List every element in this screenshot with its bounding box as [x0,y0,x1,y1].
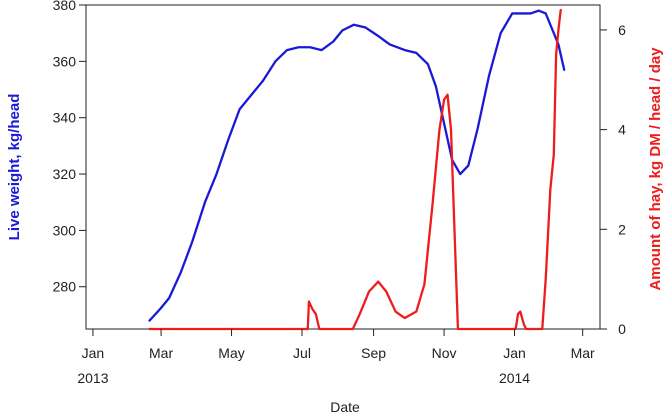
x-tick-year-label: 2013 [77,370,108,386]
x-tick-label: May [218,345,244,361]
series-line-weight [148,9,566,322]
y-right-tick-label: 2 [618,221,626,237]
y-left-tick-label: 320 [53,166,77,182]
series-layer [148,8,566,331]
y-right-tick-label: 0 [618,321,626,337]
plot-frame [85,4,601,330]
y-left-tick-label: 340 [53,110,77,126]
y-left-tick-label: 280 [53,279,77,295]
x-tick-label: Mar [571,345,595,361]
x-axis-title: Date [330,399,360,415]
x-tick-year-label: 2014 [499,370,530,386]
x-axis: Jan 2013 Mar May Jul Sep Nov Jan 2014 Mar [77,329,595,386]
series-line-hay [148,8,562,331]
y-left-tick-label: 360 [53,53,77,69]
x-tick-label: Sep [361,345,386,361]
x-tick-label: Mar [149,345,173,361]
x-tick-label: Jul [293,345,311,361]
y-left-tick-label: 300 [53,222,77,238]
y-axis-left-title: Live weight, kg/head [6,94,23,241]
x-tick-label: Jan [82,345,105,361]
y-axis-right-title: Amount of hay, kg DM / head / day [647,47,664,291]
y-right-tick-label: 4 [618,122,626,138]
x-tick-label: Jan [503,345,526,361]
y-left-tick-label: 380 [53,0,77,13]
y-axis-right: 0 2 4 6 [600,22,626,337]
y-axis-left: 280 300 320 340 360 380 [53,0,86,295]
x-tick-label: Nov [432,345,457,361]
y-right-tick-label: 6 [618,22,626,38]
